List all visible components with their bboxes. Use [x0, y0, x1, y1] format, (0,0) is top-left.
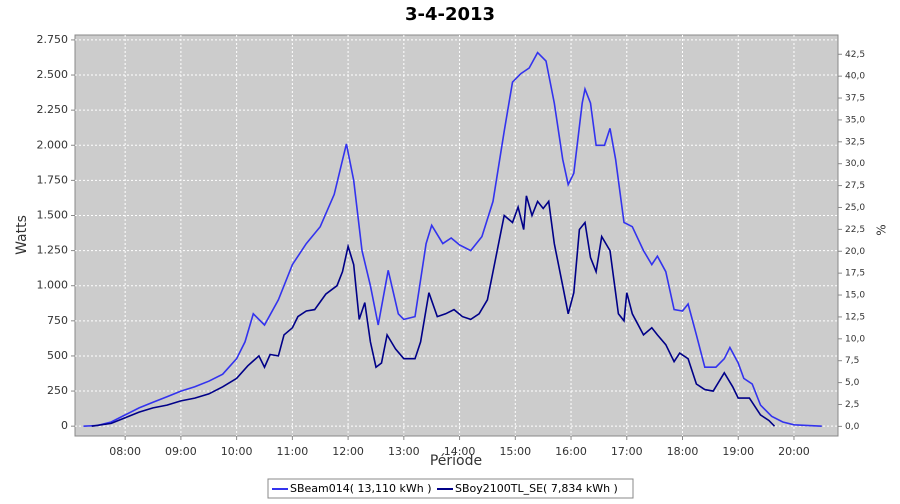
legend-label: SBeam014( 13,110 kWh ): [290, 482, 432, 495]
y2-tick-label: 2,5: [845, 400, 859, 410]
x-tick-label: 14:00: [444, 445, 476, 458]
y2-tick-label: 35,0: [845, 115, 865, 125]
y2-tick-label: 7,5: [845, 356, 859, 366]
y2-tick-label: 20,0: [845, 247, 865, 257]
y-tick-label: 1.750: [37, 173, 69, 186]
y2-tick-label: 25,0: [845, 203, 865, 213]
y2-tick-label: 10,0: [845, 334, 865, 344]
y2-tick-label: 40,0: [845, 72, 865, 82]
y-tick-label: 250: [47, 384, 68, 397]
y-tick-label: 1.500: [37, 208, 69, 221]
y2-tick-label: 42,5: [845, 50, 865, 60]
x-tick-label: 12:00: [332, 445, 364, 458]
series-line: [91, 195, 776, 427]
x-tick-label: 16:00: [555, 445, 587, 458]
y2-tick-label: 0,0: [845, 422, 860, 432]
x-tick-label: 15:00: [499, 445, 531, 458]
y2-tick-label: 5,0: [845, 378, 860, 388]
y2-tick-label: 12,5: [845, 312, 865, 322]
y2-tick-label: 17,5: [845, 269, 865, 279]
y-axis-label: Watts: [14, 215, 30, 255]
y2-tick-label: 30,0: [845, 159, 865, 169]
x-tick-label: 18:00: [667, 445, 699, 458]
x-tick-label: 09:00: [165, 445, 197, 458]
y-tick-label: 1.250: [37, 244, 69, 257]
legend-label: SBoy2100TL_SE( 7,834 kWh ): [455, 482, 618, 495]
y-tick-label: 2.000: [37, 138, 69, 151]
y2-axis-label: %: [875, 224, 889, 235]
x-tick-label: 20:00: [778, 445, 810, 458]
y2-tick-label: 15,0: [845, 291, 865, 301]
y-tick-label: 2.500: [37, 68, 69, 81]
x-tick-label: 19:00: [722, 445, 754, 458]
series-line: [83, 51, 822, 427]
y2-tick-label: 32,5: [845, 137, 865, 147]
y2-tick-label: 22,5: [845, 225, 865, 235]
y-tick-label: 2.250: [37, 103, 69, 116]
y-tick-label: 2.750: [37, 33, 69, 46]
y-tick-label: 1.000: [37, 279, 69, 292]
x-axis-label: Période: [430, 453, 482, 469]
y-tick-label: 500: [47, 349, 68, 362]
y-tick-label: 750: [47, 314, 68, 327]
y2-tick-label: 37,5: [845, 94, 865, 104]
y2-tick-label: 27,5: [845, 181, 865, 191]
chart-title: 3-4-2013: [405, 4, 495, 25]
x-tick-label: 13:00: [388, 445, 420, 458]
plot-area: [74, 34, 839, 437]
x-tick-label: 10:00: [221, 445, 253, 458]
y-tick-label: 0: [61, 419, 68, 432]
x-tick-label: 08:00: [109, 445, 141, 458]
x-tick-label: 17:00: [611, 445, 643, 458]
x-tick-label: 11:00: [277, 445, 309, 458]
